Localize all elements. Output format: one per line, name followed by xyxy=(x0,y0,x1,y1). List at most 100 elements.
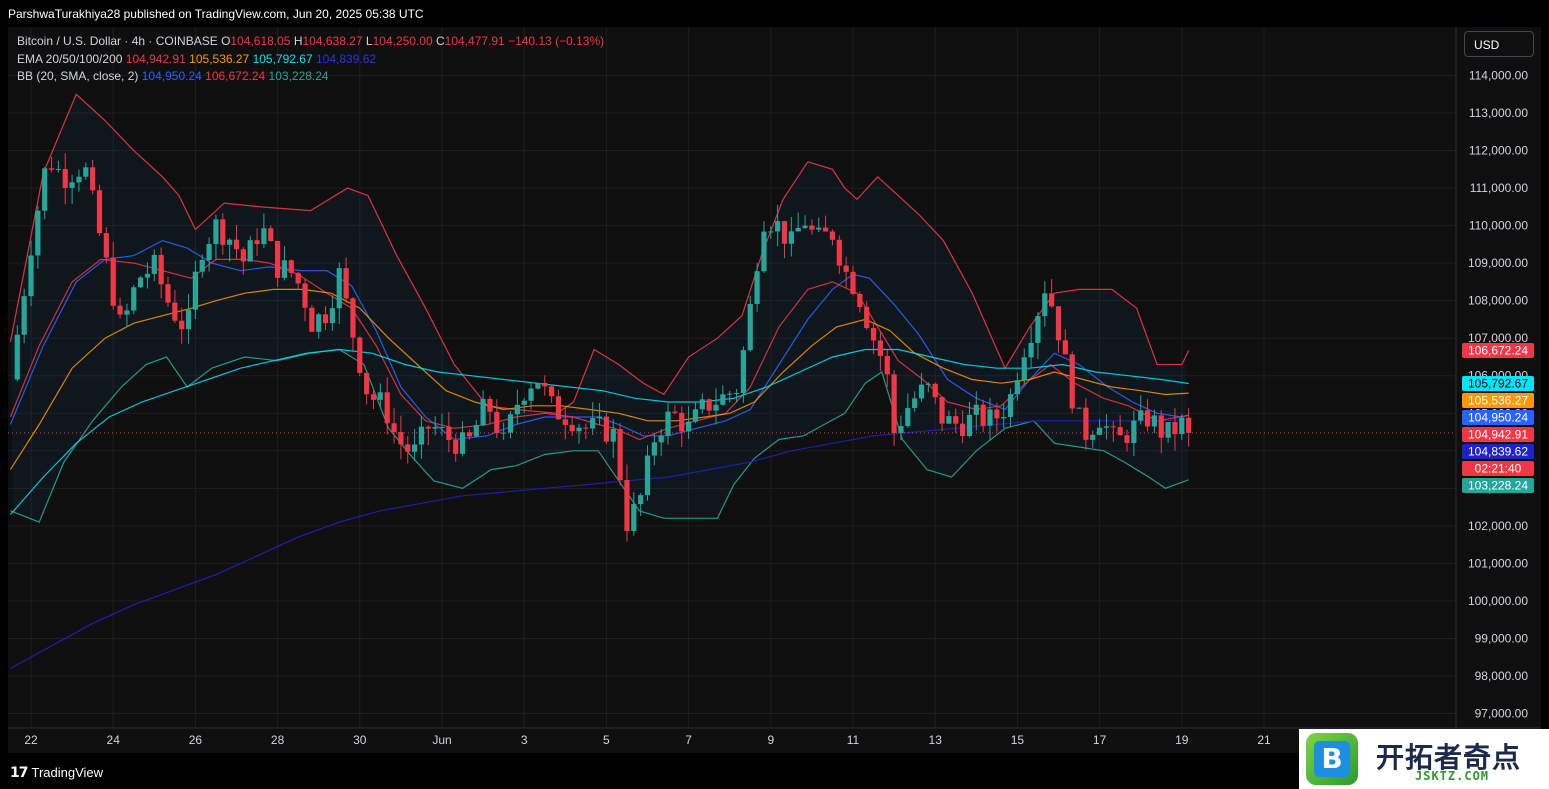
candle-body xyxy=(432,427,438,429)
tradingview-logo[interactable]: 𝟭𝟳 TradingView xyxy=(10,764,103,781)
candle-body xyxy=(453,440,459,454)
bb-legend[interactable]: BB (20, SMA, close, 2) 104,950.24 106,67… xyxy=(17,69,329,83)
time-axis[interactable]: 22 24 26 28 30 Jun 3 5 7 9 11 13 15 17 19 21 xyxy=(8,727,1541,747)
x-tick-label: 9 xyxy=(767,733,774,747)
candle-body xyxy=(391,423,397,433)
ema-label[interactable]: EMA 20/50/100/200 xyxy=(17,52,123,66)
candle-body xyxy=(761,231,767,272)
candle-body xyxy=(665,411,671,436)
candle-body xyxy=(631,504,637,532)
candle-body xyxy=(110,257,116,306)
candle-body xyxy=(507,414,514,433)
price-chart-svg[interactable]: 97,000.00 98,000.00 99,000.00 100,000.00 101… xyxy=(8,27,1541,753)
ema100-value: 105,792.67 xyxy=(252,52,313,66)
candle-body xyxy=(583,427,589,429)
x-tick-label: 26 xyxy=(189,733,203,747)
candle-body xyxy=(329,308,335,324)
ema20-line xyxy=(9,258,1189,441)
candle-body xyxy=(966,414,973,436)
candle-body xyxy=(781,221,788,244)
candle-body xyxy=(850,271,856,294)
candle-body xyxy=(1028,342,1034,358)
ema-legend[interactable]: EMA 20/50/100/200 104,942.91 105,536.27 … xyxy=(17,52,376,66)
price-tag-bg xyxy=(1462,427,1534,443)
candle-body xyxy=(638,495,644,505)
ema200-value: 104,839.62 xyxy=(315,52,377,66)
candle-body xyxy=(48,168,55,170)
candle-body xyxy=(733,392,740,394)
x-tick-label: 13 xyxy=(929,733,943,747)
high-label: H xyxy=(293,34,303,48)
candle-body xyxy=(960,423,966,436)
candle-body xyxy=(281,260,288,278)
price-tag-bg xyxy=(1462,343,1534,359)
candle-body xyxy=(459,432,466,454)
candle-body xyxy=(233,239,240,250)
candle-body xyxy=(1076,407,1082,409)
x-tick-label: 24 xyxy=(107,733,121,747)
candle-body xyxy=(836,239,842,266)
candle-body xyxy=(884,355,890,375)
y-tick-label: 107,000.00 xyxy=(1468,331,1528,345)
candle-body xyxy=(802,225,808,228)
candle-body xyxy=(21,296,27,335)
candle-body xyxy=(322,314,329,324)
watermark-title: 开拓者奇点 xyxy=(1376,741,1522,774)
open-label: O xyxy=(221,34,231,48)
y-tick-label: 101,000.00 xyxy=(1468,556,1528,570)
candle-body xyxy=(336,268,342,309)
x-tick-label: 28 xyxy=(271,733,285,747)
candle-body xyxy=(754,271,760,304)
candle-body xyxy=(220,219,226,245)
candle-body xyxy=(418,426,425,445)
price-tag-bg xyxy=(1462,461,1534,477)
currency-button[interactable]: USD xyxy=(1464,31,1534,57)
candle-body xyxy=(610,429,616,442)
candle-body xyxy=(501,432,507,434)
x-tick-label: 30 xyxy=(353,733,367,747)
candle-body xyxy=(596,416,603,419)
bb-lower-line xyxy=(10,348,1189,523)
candle-body xyxy=(83,167,89,177)
candle-body xyxy=(686,421,692,432)
candle-body xyxy=(788,231,794,244)
candle-body xyxy=(1007,394,1014,417)
price-tag-label: 103,228.24 xyxy=(1468,479,1528,493)
candle-body xyxy=(309,307,315,332)
candle-body xyxy=(14,334,20,380)
candle-body xyxy=(364,372,370,395)
candle-body xyxy=(1158,415,1164,438)
tradingview-wordmark: TradingView xyxy=(31,765,104,780)
bb-label[interactable]: BB (20, SMA, close, 2) xyxy=(17,69,139,83)
candle-body xyxy=(912,398,918,409)
candle-body xyxy=(1097,427,1103,435)
candle-body xyxy=(1021,357,1027,381)
candle-body xyxy=(1138,410,1144,421)
symbol-name[interactable]: Bitcoin / U.S. Dollar · 4h · COINBASE xyxy=(17,34,218,48)
ema100-line xyxy=(9,348,1189,515)
candle-body xyxy=(295,272,301,284)
y-tick-label: 98,000.00 xyxy=(1475,669,1529,683)
candle-body xyxy=(829,231,836,240)
candle-body xyxy=(446,426,452,441)
chart-area[interactable]: 97,000.00 98,000.00 99,000.00 100,000.00 101… xyxy=(8,27,1541,753)
candle-body xyxy=(35,210,41,256)
candle-body xyxy=(1131,420,1137,444)
price-axis[interactable]: 97,000.00 98,000.00 99,000.00 100,000.00 101… xyxy=(1455,27,1529,728)
candle-body xyxy=(795,227,801,232)
ema20-value: 104,942.91 xyxy=(125,52,186,66)
x-tick-label: 22 xyxy=(24,733,38,747)
top-bar: ParshwaTurakhiya28 published on TradingV… xyxy=(0,0,1549,27)
candle-body xyxy=(939,397,945,424)
candle-body xyxy=(96,190,103,234)
symbol-legend[interactable]: Bitcoin / U.S. Dollar · 4h · COINBASE O1… xyxy=(17,34,604,48)
candle-body xyxy=(816,227,822,230)
candle-body xyxy=(727,393,733,395)
price-tag-label: 105,792.67 xyxy=(1468,377,1528,391)
candle-body xyxy=(905,408,911,426)
candle-body xyxy=(192,271,198,310)
y-tick-label: 102,000.00 xyxy=(1468,519,1528,533)
candle-body xyxy=(624,480,630,532)
candle-body xyxy=(254,240,260,245)
bb-upper-value: 106,672.24 xyxy=(205,69,266,83)
